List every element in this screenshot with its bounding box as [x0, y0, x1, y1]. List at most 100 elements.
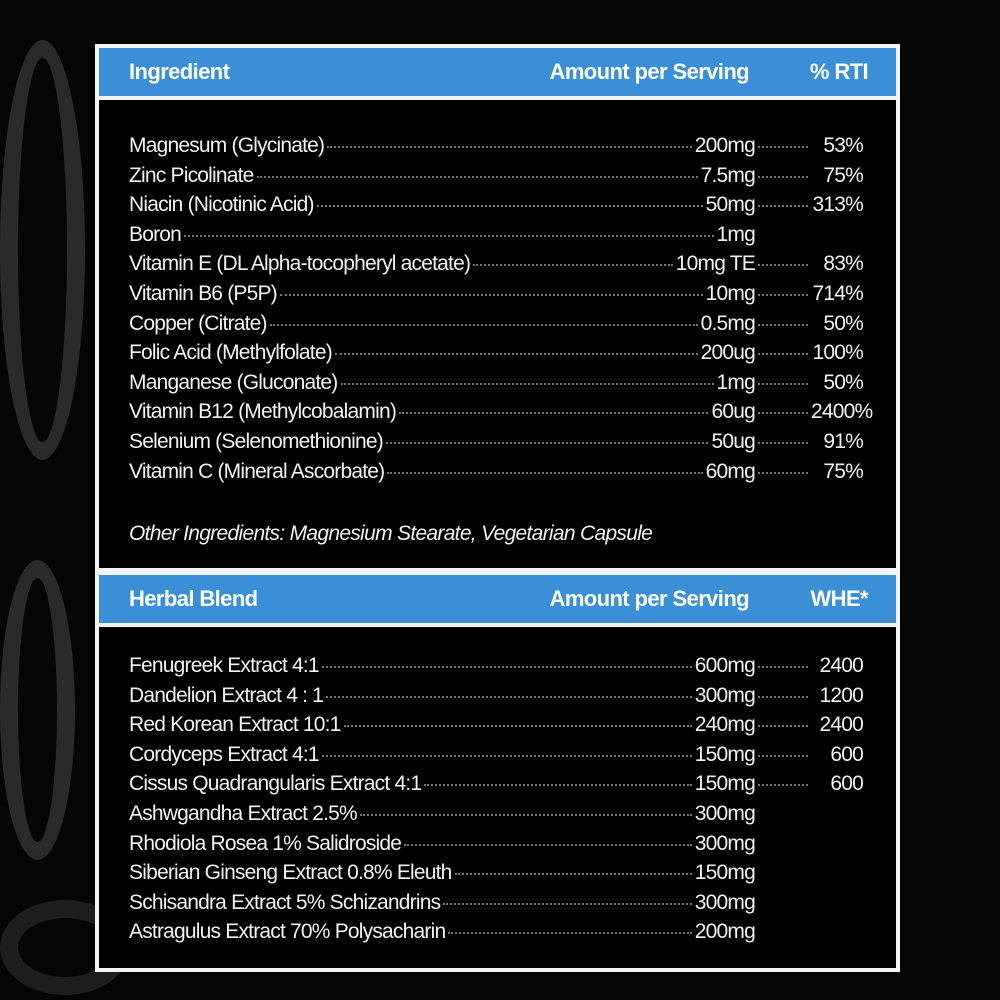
ingredient-name: Copper (Citrate): [129, 311, 268, 335]
ingredient-row: Fenugreek Extract 4:1 600mg 2400: [129, 654, 864, 684]
ingredient-row: Boron 1mg: [129, 223, 863, 253]
ingredient-row: Manganese (Gluconate) 1mg 50%: [129, 370, 864, 401]
ingredient-amount: 300mg: [694, 801, 756, 825]
dot-leader: [443, 902, 692, 905]
ingredient-name: Astragulus Extract 70% Polysacharin: [129, 920, 446, 944]
ingredient-row: Folic Acid (Methylfolate) 200ug 100%: [129, 341, 864, 371]
ingredient-header: Ingredient: [129, 59, 230, 84]
divider: [99, 96, 896, 100]
ingredient-percent: 1200: [819, 683, 863, 707]
whe-header: WHE*: [810, 586, 869, 611]
ingredient-amount: 300mg: [694, 683, 756, 707]
ingredient-name: Magnesum (Glycinate): [129, 134, 325, 157]
ingredient-percent: 600: [830, 772, 863, 796]
dot-leader: [343, 725, 692, 728]
ingredient-percent: 91%: [823, 429, 863, 453]
ingredient-row: Astragulus Extract 70% Polysacharin 200mg: [129, 920, 863, 950]
ingredient-percent: 75%: [823, 163, 863, 187]
divider: [99, 623, 896, 627]
ingredient-amount: 10mg TE: [675, 252, 756, 276]
ingredient-amount: 200mg: [694, 134, 756, 157]
herbal-list: Fenugreek Extract 4:1 600mg 2400 Dandelion …: [129, 654, 864, 950]
dot-leader: [334, 353, 698, 356]
ingredient-name: Cissus Quadrangularis Extract 4:1: [129, 772, 422, 796]
dot-leader: [321, 754, 692, 757]
dot-leader: [758, 666, 808, 668]
ingredient-name: Manganese (Gluconate): [129, 370, 338, 394]
dot-leader: [473, 264, 673, 267]
ingredient-amount: 0.5mg: [700, 311, 756, 335]
amount-header: Amount per Serving: [549, 586, 750, 611]
ingredient-percent: 50%: [823, 311, 863, 335]
dot-leader: [269, 323, 698, 326]
rti-header: % RTI: [809, 59, 869, 84]
ingredient-name: Ashwgandha Extract 2.5%: [129, 801, 358, 825]
dot-leader: [454, 873, 692, 876]
dot-leader: [387, 471, 703, 474]
ingredient-name: Folic Acid (Methylfolate): [129, 341, 333, 365]
ingredient-name: Vitamin B6 (P5P): [129, 281, 278, 305]
vitamins-list: Magnesum (Glycinate) 200mg 53% Zinc Picolin…: [129, 134, 873, 490]
ingredient-row: Rhodiola Rosea 1% Salidroside 300mg: [129, 832, 863, 862]
ingredient-row: Dandelion Extract 4 : 1 300mg 1200: [129, 683, 864, 714]
supplement-facts-panel: Ingredient Amount per Serving % RTI Magn…: [95, 44, 900, 972]
ingredient-name: Zinc Picolinate: [129, 163, 254, 187]
dot-leader: [758, 784, 808, 787]
dragon-decoration: [0, 40, 85, 460]
ingredient-name: Schisandra Extract 5% Schizandrins: [129, 890, 441, 914]
ingredient-row: Copper (Citrate) 0.5mg 50%: [129, 311, 864, 342]
dot-leader: [758, 323, 808, 326]
ingredient-percent: 714%: [812, 281, 863, 305]
dot-leader: [758, 441, 808, 444]
dot-leader: [758, 695, 808, 698]
divider: [99, 568, 896, 575]
dot-leader: [758, 754, 808, 757]
dot-leader: [385, 441, 709, 444]
herbal-blend-header: Herbal Blend: [129, 586, 258, 611]
ingredient-percent: 2400%: [811, 400, 873, 424]
dot-leader: [758, 205, 808, 208]
ingredient-name: Boron: [129, 222, 182, 246]
ingredient-amount: 50mg: [705, 193, 756, 217]
dragon-decoration: [0, 560, 75, 860]
ingredient-row: Ashwgandha Extract 2.5% 300mg: [129, 802, 863, 832]
ingredient-percent: 313%: [812, 193, 863, 217]
ingredient-amount: 60mg: [705, 459, 756, 483]
ingredient-name: Selenium (Selenomethionine): [129, 429, 384, 453]
dot-leader: [758, 264, 808, 267]
dot-leader: [340, 382, 714, 385]
dot-leader: [758, 293, 808, 296]
ingredient-name: Fenugreek Extract 4:1: [129, 654, 320, 677]
ingredient-amount: 300mg: [694, 831, 756, 855]
dot-leader: [758, 412, 808, 415]
ingredient-row: Zinc Picolinate 7.5mg 75%: [129, 163, 864, 194]
ingredient-percent: 50%: [823, 370, 863, 394]
ingredient-amount: 1mg: [716, 222, 756, 246]
ingredient-percent: 53%: [823, 134, 863, 157]
ingredient-row: Niacin (Nicotinic Acid) 50mg 313%: [129, 193, 864, 223]
ingredient-name: Cordyceps Extract 4:1: [129, 742, 320, 766]
dot-leader: [424, 784, 692, 787]
ingredient-amount: 240mg: [694, 713, 756, 737]
ingredient-row: Siberian Ginseng Extract 0.8% Eleuth 150m…: [129, 861, 863, 891]
ingredient-name: Vitamin B12 (Methylcobalamin): [129, 400, 397, 424]
dot-leader: [758, 146, 808, 148]
ingredient-amount: 150mg: [694, 742, 756, 766]
dot-leader: [399, 412, 709, 415]
ingredient-row: Schisandra Extract 5% Schizandrins 300mg: [129, 891, 863, 921]
ingredient-name: Vitamin E (DL Alpha-tocopheryl acetate): [129, 252, 471, 276]
dot-leader: [758, 471, 808, 474]
ingredient-row: Vitamin E (DL Alpha-tocopheryl acetate) 1…: [129, 252, 864, 282]
ingredient-amount: 200mg: [694, 920, 756, 944]
ingredient-amount: 600mg: [694, 654, 756, 677]
dot-leader: [321, 666, 692, 668]
ingredient-row: Vitamin C (Mineral Ascorbate) 60mg 75%: [129, 459, 864, 490]
other-ingredients: Other Ingredients: Magnesium Stearate, V…: [129, 522, 653, 545]
ingredient-row: Vitamin B12 (Methylcobalamin) 60ug 2400%: [129, 400, 873, 430]
dot-leader: [184, 234, 714, 237]
ingredient-name: Siberian Ginseng Extract 0.8% Eleuth: [129, 861, 452, 885]
vitamins-header: Ingredient Amount per Serving % RTI: [99, 48, 896, 96]
ingredient-percent: 600: [830, 742, 863, 766]
ingredient-amount: 60ug: [711, 400, 755, 424]
ingredient-row: Cordyceps Extract 4:1 150mg 600: [129, 742, 864, 773]
